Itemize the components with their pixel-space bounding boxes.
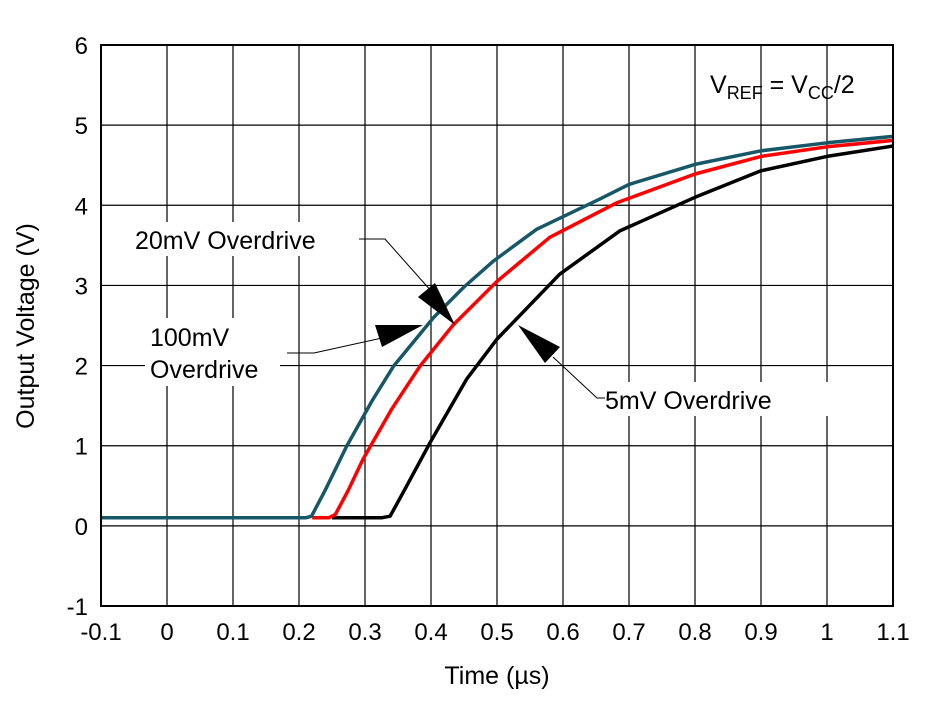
label-100mv-line1: 100mV <box>150 324 230 352</box>
tick-labels: -0.1 0 0.1 0.2 0.3 0.4 0.5 0.6 0.7 0.8 0.9 1 1.1 -1 0 1… <box>67 33 910 646</box>
series-lines <box>101 134 894 520</box>
y-axis-label: Output Voltage (V) <box>12 223 40 429</box>
leader-5mv <box>552 356 605 399</box>
x-axis-label: Time (µs) <box>444 662 549 690</box>
x-tick-label: 0.8 <box>678 619 711 646</box>
arrow-5mv <box>518 325 560 363</box>
x-tick-label: 0.9 <box>744 619 777 646</box>
series-line-100mv-overdrive <box>101 134 894 520</box>
y-tick-label: 1 <box>75 434 88 461</box>
label-100mv-line2: Overdrive <box>150 356 258 384</box>
x-tick-label: 0.6 <box>546 619 579 646</box>
series-line-5mv-overdrive <box>332 144 894 520</box>
y-tick-label: 2 <box>75 354 88 381</box>
x-tick-label: 0 <box>160 619 173 646</box>
y-tick-label: 6 <box>75 33 88 60</box>
x-tick-label: 0.3 <box>348 619 381 646</box>
x-tick-label: 1 <box>820 619 833 646</box>
label-5mv-overdrive: 5mV Overdrive <box>605 387 772 415</box>
x-tick-label: 0.4 <box>414 619 447 646</box>
y-tick-label: 0 <box>75 514 88 541</box>
x-tick-label: -0.1 <box>80 619 121 646</box>
x-tick-label: 0.7 <box>612 619 645 646</box>
label-bg-5mv <box>600 382 835 416</box>
y-tick-label: -1 <box>67 594 88 621</box>
x-tick-label: 1.1 <box>876 619 909 646</box>
plot-frame <box>100 44 894 607</box>
x-tick-label: 0.2 <box>282 619 315 646</box>
y-tick-label: 4 <box>75 193 88 220</box>
y-tick-label: 5 <box>75 113 88 140</box>
leader-20mv <box>359 238 433 293</box>
label-20mv-overdrive: 20mV Overdrive <box>135 227 316 255</box>
label-bg-20mv <box>130 222 352 256</box>
arrow-20mv <box>418 283 455 325</box>
x-tick-label: 0.1 <box>216 619 249 646</box>
x-tick-label: 0.5 <box>480 619 513 646</box>
leader-100mv <box>287 337 383 354</box>
y-tick-label: 3 <box>75 273 88 300</box>
arrow-100mv <box>375 325 423 347</box>
label-bg-100mv <box>145 318 280 386</box>
vref-annotation: VREF = VCC/2 <box>710 71 855 103</box>
series-line-20mv-overdrive <box>312 138 894 520</box>
